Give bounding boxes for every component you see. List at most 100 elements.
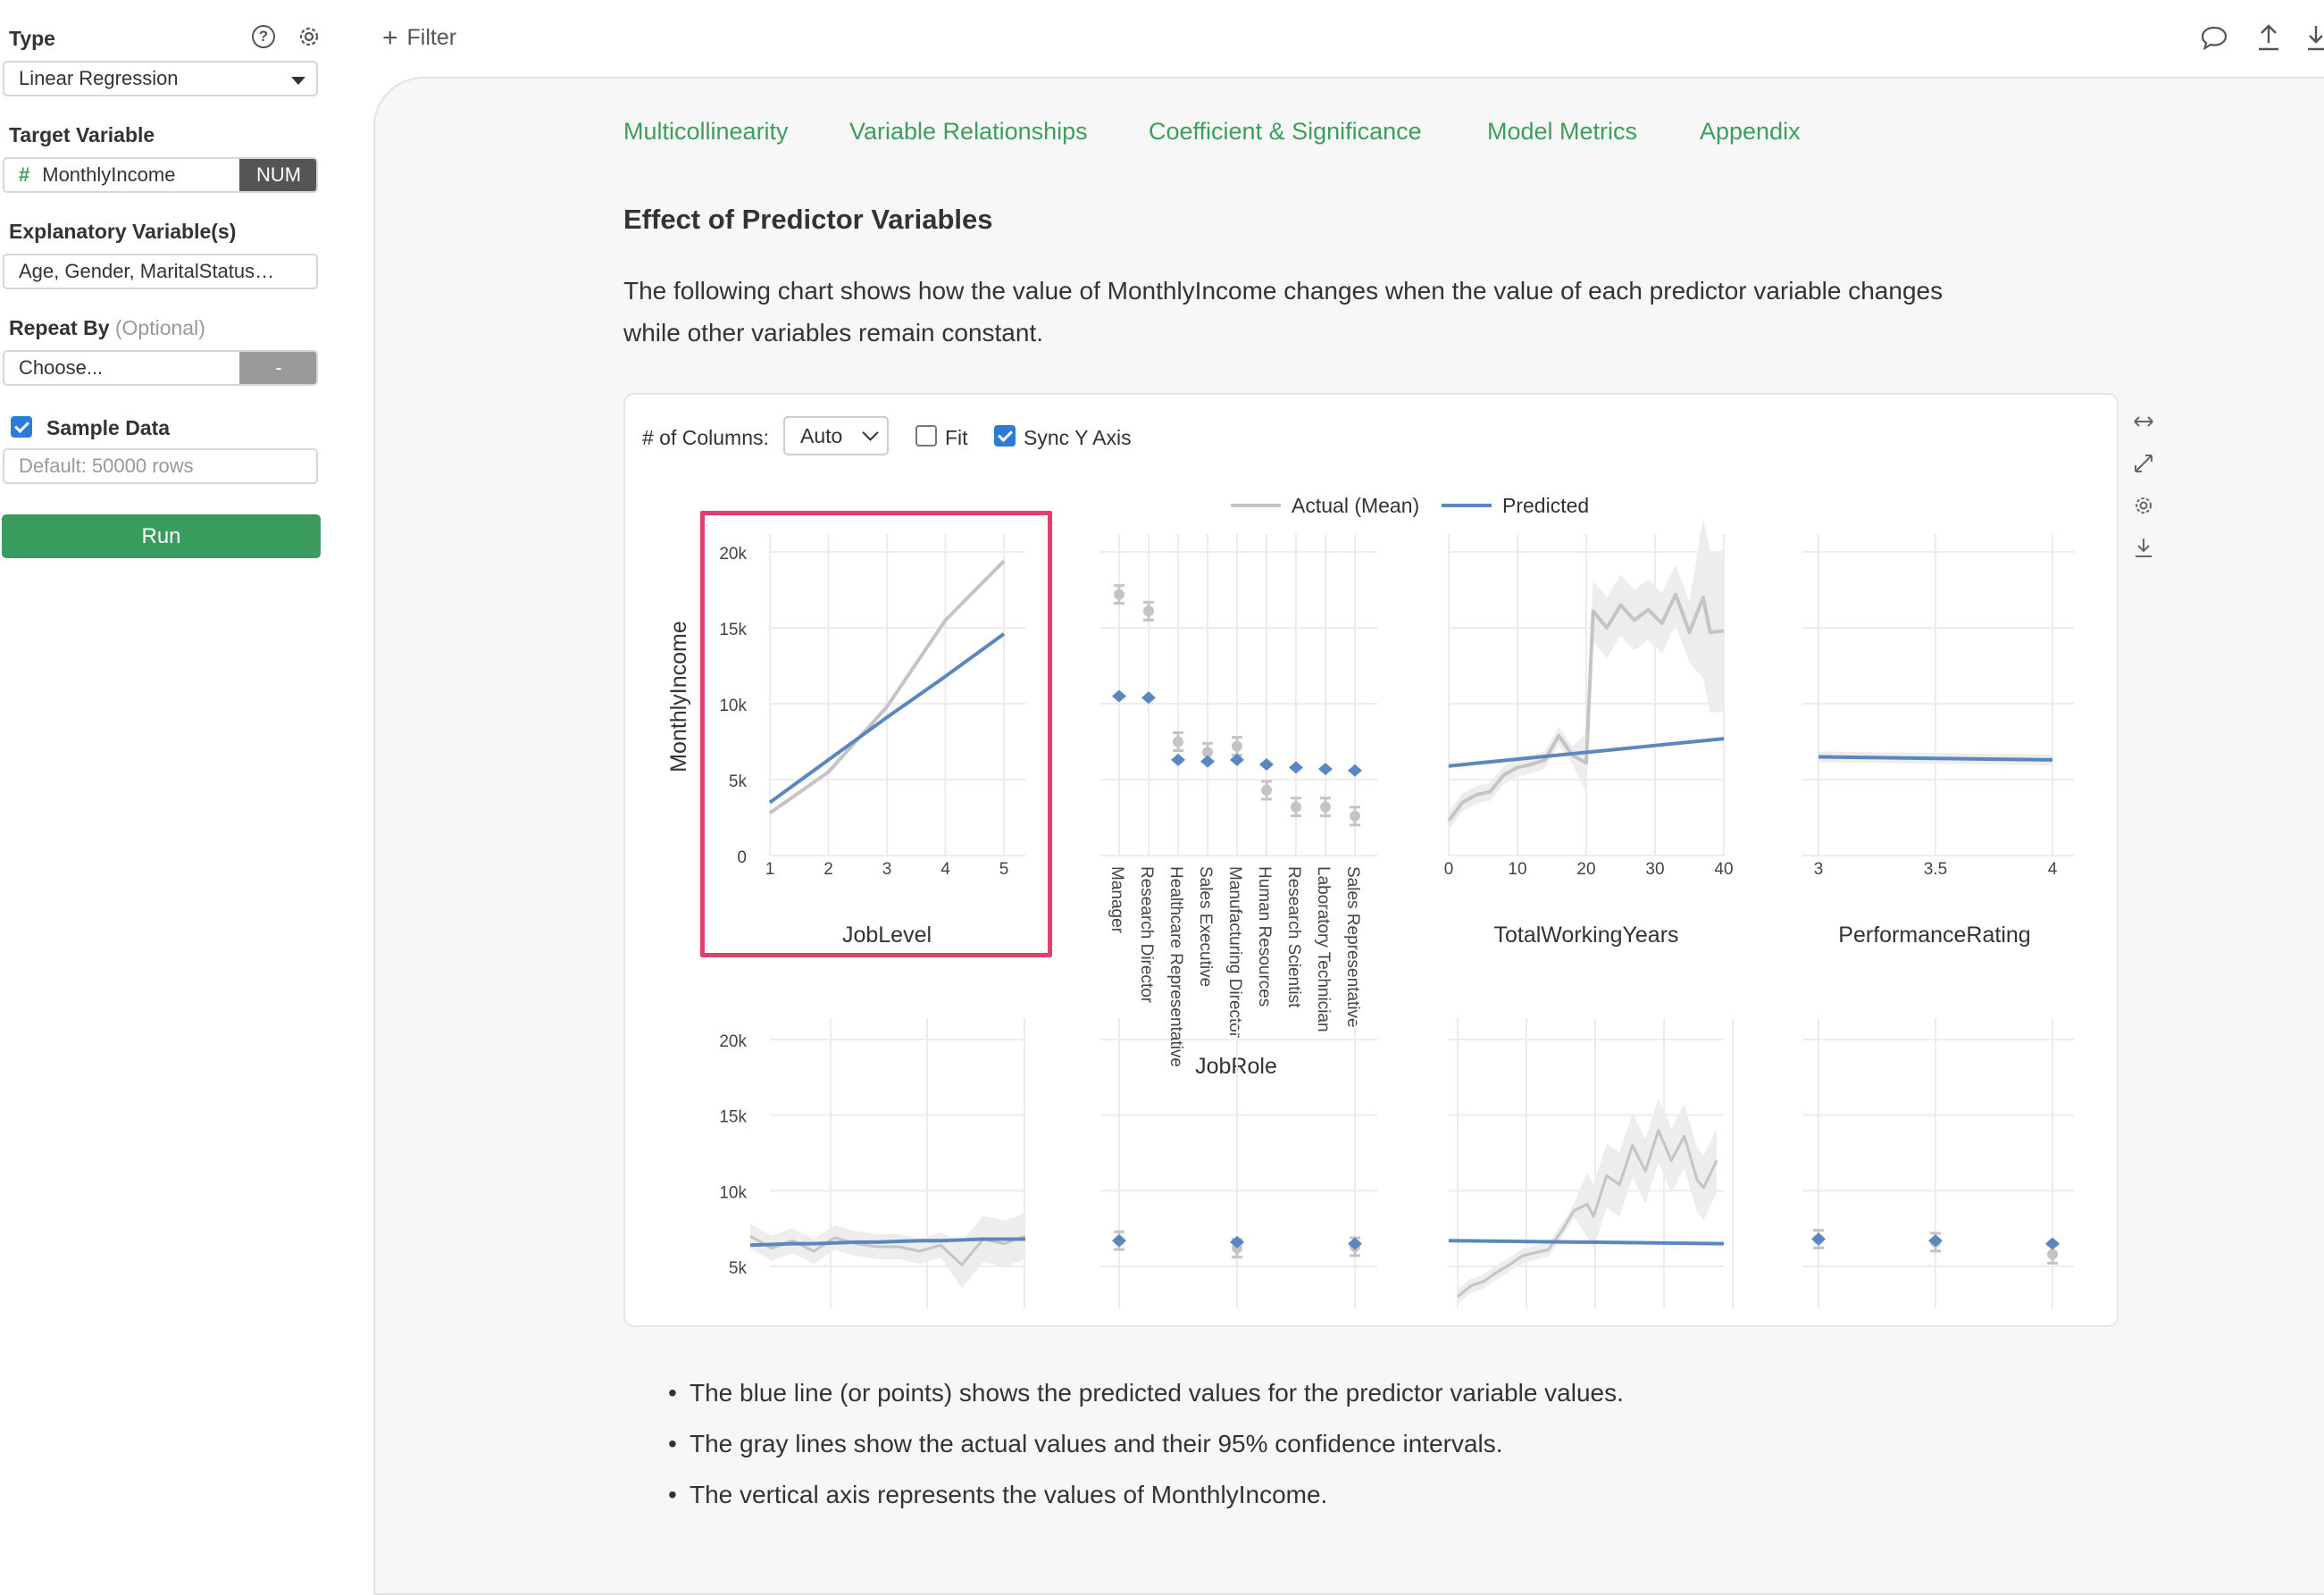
- category-tick-label: Sales Executive: [1196, 866, 1215, 987]
- download-icon[interactable]: [2308, 23, 2324, 52]
- actual-line: [1447, 592, 1725, 823]
- actual-mean-point: [2047, 1248, 2058, 1260]
- section-description-line2: while other variables remain constant.: [623, 319, 1044, 347]
- y-tick-label: 5k: [729, 772, 748, 791]
- x-tick-label: 20: [1576, 860, 1595, 879]
- sample-data-checkbox[interactable]: [11, 416, 32, 438]
- repeat-by-text: Repeat By: [9, 316, 110, 339]
- y-tick-label: 15k: [719, 1108, 747, 1127]
- actual-mean-point: [1202, 747, 1213, 758]
- predicted-point: [1259, 758, 1274, 771]
- numeric-hash-icon: #: [19, 163, 30, 186]
- legend-actual-label: Actual (Mean): [1292, 494, 1419, 517]
- tab-model-metrics[interactable]: Model Metrics: [1487, 118, 1638, 145]
- y-tick-label: 20k: [719, 545, 747, 564]
- predicted-line: [1448, 1239, 1725, 1246]
- highlighted-panel-frame: [700, 511, 1052, 957]
- confidence-band: [1449, 517, 1724, 830]
- tab-appendix[interactable]: Appendix: [1700, 118, 1801, 145]
- category-tick-label: Sales Representative: [1343, 866, 1362, 1028]
- gear-icon[interactable]: [297, 24, 322, 49]
- sample-data-label: Sample Data: [46, 416, 171, 439]
- actual-mean-point: [1114, 589, 1124, 600]
- fullscreen-icon[interactable]: [2133, 453, 2154, 474]
- target-variable-value: MonthlyIncome: [42, 163, 176, 186]
- section-description-line1: The following chart shows how the value …: [623, 277, 1944, 305]
- y-tick-label: 10k: [719, 697, 747, 715]
- tab-variable-relationships[interactable]: Variable Relationships: [849, 118, 1088, 145]
- x-axis-title: JobLevel: [842, 923, 932, 948]
- predicted-point: [1928, 1234, 1943, 1248]
- category-tick-label: Laboratory Technician: [1314, 866, 1333, 1032]
- y-tick-label: 0: [737, 848, 747, 867]
- sync-y-axis-label: Sync Y Axis: [1024, 426, 1132, 449]
- category-tick-label: Human Resources: [1255, 866, 1274, 1006]
- target-variable-field[interactable]: # MonthlyIncome NUM: [3, 157, 318, 193]
- target-type-badge: NUM: [239, 159, 316, 191]
- sample-size-input[interactable]: Default: 50000 rows: [3, 448, 318, 484]
- predicted-point: [1200, 755, 1215, 768]
- predicted-point: [1141, 691, 1156, 705]
- predicted-point: [1171, 753, 1185, 766]
- fit-checkbox[interactable]: [915, 425, 937, 447]
- actual-mean-point: [1232, 740, 1242, 752]
- expand-horizontal-icon[interactable]: [2133, 411, 2154, 432]
- predicted-line: [749, 1237, 1025, 1248]
- settings-sidebar: Type ? Linear Regression Target Variable…: [0, 0, 348, 1527]
- x-axis-title: TotalWorkingYears: [1493, 923, 1678, 948]
- actual-mean-point: [1261, 784, 1272, 796]
- explanatory-variables-field[interactable]: Age, Gender, MaritalStatus…: [3, 254, 318, 289]
- actual-mean-point: [1320, 801, 1331, 813]
- predicted-point: [1348, 1237, 1362, 1250]
- confidence-band: [750, 1213, 1025, 1289]
- y-tick-label: 5k: [729, 1259, 748, 1278]
- predicted-point: [1112, 689, 1126, 703]
- chart-download-icon[interactable]: [2133, 537, 2154, 558]
- dropdown-caret-icon: [291, 77, 305, 85]
- predicted-point: [1230, 753, 1244, 766]
- repeat-by-select[interactable]: Choose... -: [3, 350, 318, 386]
- note-bullet: The vertical axis represents the values …: [668, 1481, 1327, 1509]
- columns-select-value: Auto: [800, 424, 843, 447]
- y-tick-label: 15k: [719, 621, 747, 639]
- type-label: Type: [9, 27, 55, 50]
- help-icon[interactable]: ?: [252, 25, 275, 48]
- predicted-point: [1318, 763, 1333, 776]
- x-tick-label: 3: [882, 860, 892, 879]
- actual-mean-point: [1143, 605, 1154, 617]
- category-tick-label: Manufacturing Director: [1225, 866, 1244, 1039]
- x-tick-label: 1: [765, 860, 775, 879]
- note-bullet: The blue line (or points) shows the pred…: [668, 1379, 1624, 1407]
- y-tick-label: 10k: [719, 1183, 747, 1202]
- tab-multicollinearity[interactable]: Multicollinearity: [623, 118, 789, 145]
- category-tick-label: Manager: [1108, 866, 1126, 934]
- predicted-point: [1348, 764, 1362, 777]
- x-tick-label: 4: [2048, 860, 2058, 879]
- predicted-line: [1818, 755, 2053, 762]
- note-bullet: The gray lines show the actual values an…: [668, 1430, 1503, 1458]
- comment-icon[interactable]: [2200, 25, 2228, 52]
- repeat-by-value: Choose...: [19, 356, 104, 379]
- fit-label: Fit: [945, 426, 968, 449]
- category-tick-label: Research Scientist: [1284, 866, 1303, 1008]
- type-select-value: Linear Regression: [19, 67, 179, 89]
- actual-mean-point: [1350, 810, 1360, 822]
- upload-icon[interactable]: [2256, 23, 2281, 52]
- section-title: Effect of Predictor Variables: [623, 204, 993, 235]
- actual-line: [768, 559, 1006, 815]
- filter-button[interactable]: + Filter: [382, 23, 456, 54]
- run-button[interactable]: Run: [2, 514, 321, 558]
- explanatory-variables-label: Explanatory Variable(s): [9, 220, 237, 243]
- x-axis-title: PerformanceRating: [1838, 923, 2030, 948]
- sync-y-axis-checkbox[interactable]: [994, 425, 1016, 447]
- columns-label: # of Columns:: [642, 426, 769, 449]
- tab-coefficient-significance[interactable]: Coefficient & Significance: [1149, 118, 1422, 145]
- columns-select[interactable]: Auto: [783, 416, 889, 455]
- predicted-point: [1112, 1234, 1126, 1248]
- legend-predicted-label: Predicted: [1502, 494, 1589, 517]
- actual-mean-point: [1173, 736, 1183, 747]
- chart-settings-icon[interactable]: [2133, 495, 2154, 516]
- y-axis-title: MonthlyIncome: [666, 621, 691, 772]
- type-select[interactable]: Linear Regression: [3, 61, 318, 96]
- y-tick-label: 20k: [719, 1032, 747, 1051]
